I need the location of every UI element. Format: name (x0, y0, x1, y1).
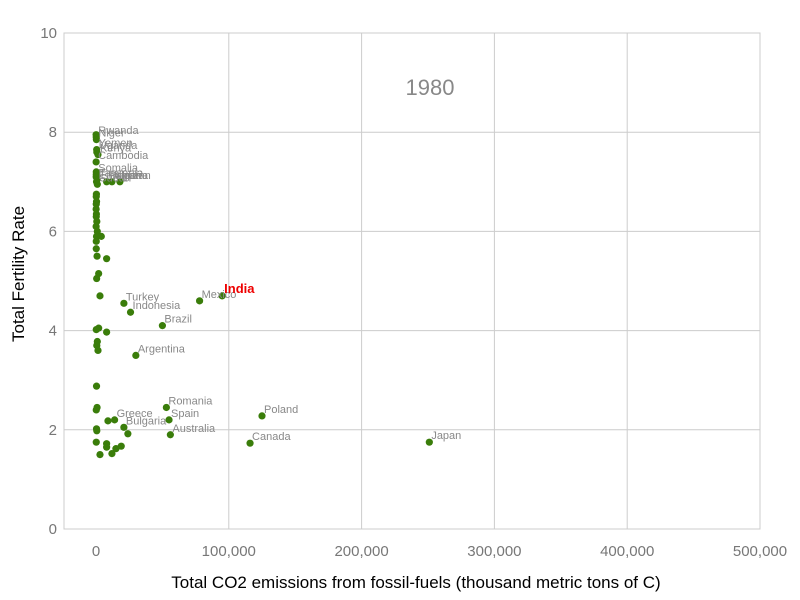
point-label-turkey: Turkey (126, 291, 160, 303)
point-label-algeria: Algeria (114, 170, 149, 182)
data-point-poland[interactable] (258, 412, 266, 420)
data-point-japan[interactable] (425, 438, 433, 446)
point-label-rwanda: Rwanda (98, 125, 139, 137)
data-point-niger[interactable] (92, 136, 100, 144)
x-tick-label: 100,000 (202, 543, 256, 560)
point-label-poland: Poland (264, 404, 298, 416)
data-point-argentina[interactable] (132, 351, 140, 359)
point-label-tanzania: Tanzania (99, 167, 144, 179)
data-point[interactable] (92, 237, 100, 245)
data-point[interactable] (94, 346, 102, 355)
x-tick-label: 500,000 (733, 543, 787, 560)
point-label-spain: Spain (171, 408, 199, 420)
point-label-somalia: Somalia (98, 162, 139, 174)
point-label-iran: Iran (122, 170, 141, 182)
data-point[interactable] (97, 232, 105, 240)
data-point[interactable] (112, 445, 120, 453)
point-label-australia: Australia (172, 423, 216, 435)
data-point-bulgaria[interactable] (120, 423, 128, 431)
x-tick-label: 400,000 (600, 543, 654, 560)
data-point[interactable] (104, 417, 112, 425)
y-tick-label: 2 (49, 422, 57, 439)
point-label-brazil: Brazil (164, 314, 192, 326)
point-label-japan: Japan (431, 430, 461, 442)
point-label-ethiopia: Ethiopia (99, 170, 140, 182)
data-point-india[interactable] (218, 292, 226, 300)
point-label-india: India (224, 281, 255, 296)
plot-frame (63, 32, 761, 530)
gridlines (64, 33, 761, 529)
point-label-bulgaria: Bulgaria (126, 415, 167, 427)
data-point[interactable] (124, 430, 132, 438)
data-point-mexico[interactable] (195, 297, 204, 305)
point-label-mexico: Mexico (202, 289, 237, 301)
y-tick-label: 0 (49, 521, 57, 538)
point-label-indonesia: Indonesia (133, 300, 182, 312)
data-point[interactable] (92, 406, 100, 414)
year-label: 1980 (406, 75, 455, 100)
data-point[interactable] (103, 443, 111, 451)
y-tick-label: 10 (40, 25, 57, 42)
x-tick-label: 0 (92, 543, 100, 560)
data-point-indonesia[interactable] (126, 308, 135, 316)
point-label-pakistan: Pakistan (109, 170, 151, 182)
point-label-kenya: Kenya (100, 143, 132, 155)
data-point-spain[interactable] (165, 416, 173, 424)
data-point-sudan[interactable] (93, 180, 101, 188)
point-labels: RwandaNigerYemenUgandaKenyaCambodiaSomal… (98, 125, 461, 443)
data-point[interactable] (96, 451, 104, 459)
data-point[interactable] (103, 328, 111, 336)
data-point[interactable] (92, 245, 100, 253)
x-tick-label: 300,000 (467, 543, 521, 560)
y-tick-label: 6 (49, 223, 57, 240)
data-point-brazil[interactable] (158, 322, 166, 330)
data-point[interactable] (108, 450, 116, 458)
data-point-pakistan[interactable] (103, 178, 111, 186)
data-point-algeria[interactable] (108, 178, 116, 186)
y-tick-label: 8 (49, 124, 57, 141)
point-label-argentina: Argentina (138, 343, 186, 355)
point-label-canada: Canada (252, 431, 291, 443)
data-point[interactable] (93, 427, 101, 435)
data-point-australia[interactable] (166, 431, 174, 439)
point-label-uganda: Uganda (99, 140, 138, 152)
data-point[interactable] (93, 274, 101, 283)
x-axis-title: Total CO2 emissions from fossil-fuels (t… (171, 573, 660, 592)
data-point-kenya[interactable] (94, 150, 102, 159)
data-point[interactable] (92, 326, 100, 334)
data-point[interactable] (96, 292, 104, 300)
point-label-sudan: Sudan (99, 172, 131, 184)
axis-ticks: 0 100,000 200,000 300,000 400,000 500,000 0 2 4 6… (40, 25, 787, 560)
y-tick-label: 4 (49, 323, 57, 340)
data-point-romania[interactable] (162, 403, 170, 412)
data-point-cambodia[interactable] (92, 158, 100, 166)
data-point-iran[interactable] (116, 178, 124, 186)
point-label-niger: Niger (98, 128, 125, 140)
point-label-greece: Greece (117, 408, 153, 420)
data-point-turkey[interactable] (120, 299, 128, 307)
point-label-romania: Romania (168, 395, 213, 407)
data-point[interactable] (103, 255, 111, 263)
data-point[interactable] (92, 382, 101, 390)
x-tick-label: 200,000 (334, 543, 388, 560)
data-point-canada[interactable] (246, 439, 254, 447)
point-label-cambodia: Cambodia (98, 150, 149, 162)
y-axis-title: Total Fertility Rate (9, 206, 28, 342)
data-point[interactable] (92, 438, 100, 446)
data-points (92, 131, 433, 459)
point-label-yemen: Yemen (99, 138, 133, 150)
data-point-greece[interactable] (110, 416, 119, 424)
data-point[interactable] (93, 252, 101, 260)
